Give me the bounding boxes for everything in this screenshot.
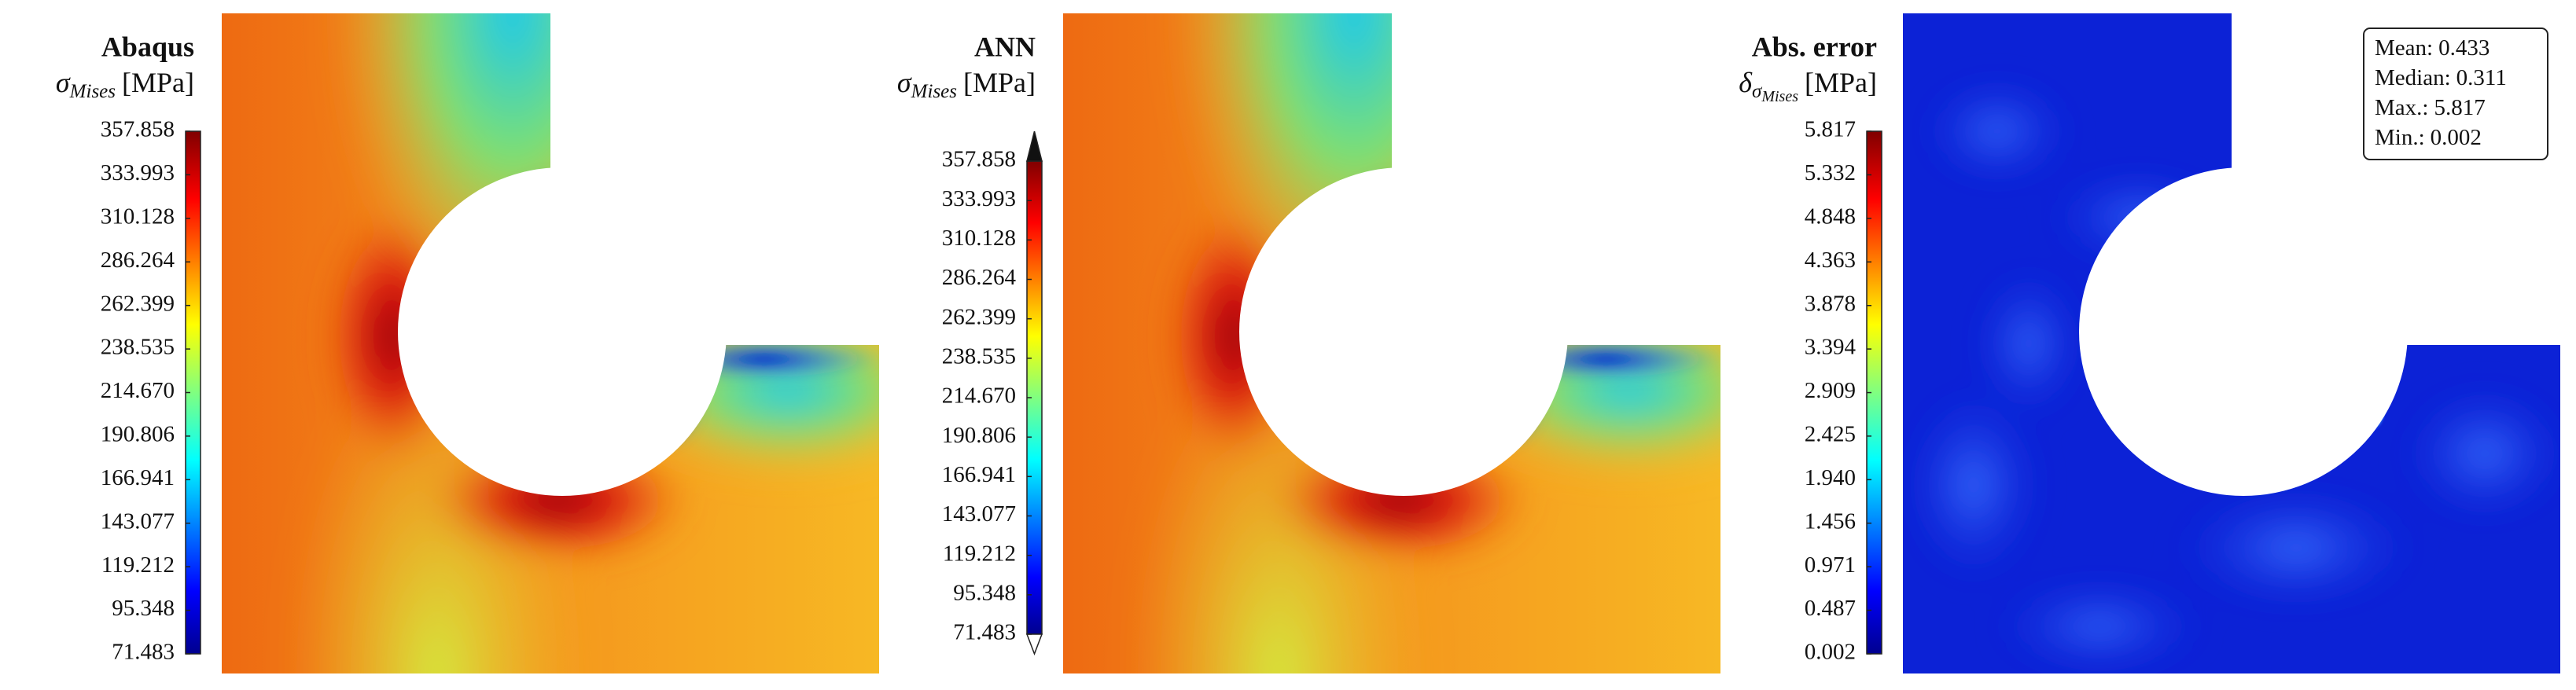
stat-value: 0.311 [2456,65,2507,90]
stat-label: Mean: [2375,35,2433,61]
subsubscript: Mises [1761,88,1798,105]
colorbar-tick-label: 333.993 [101,160,175,185]
colorbar-tick-label: 2.425 [1805,422,1856,447]
colorbar-tick-label: 95.348 [953,580,1016,605]
quantity-label: σMises [MPa] [897,67,1036,101]
stat-label: Median: [2375,65,2451,90]
colorbar-tick-label: 238.535 [101,335,175,360]
quantity-label: δσMises [MPa] [1739,67,1877,105]
unit: [MPa] [1805,67,1877,98]
stat-label: Max.: [2375,95,2428,120]
colorbar-tick-label: 2.909 [1805,378,1856,403]
colorbar-tick-label: 71.483 [953,620,1016,645]
colorbar-tick-label: 238.535 [942,343,1016,369]
panel-title: Abaqus [101,31,194,62]
colorbar-tick-label: 95.348 [112,596,175,621]
colorbar-tick-label: 310.128 [101,204,175,229]
colorbar-tick-label: 119.212 [101,552,175,578]
quantity-label: σMises [MPa] [56,67,194,101]
stat: Min.: 0.002 [2375,125,2482,150]
colorbar-tick-label: 262.399 [942,304,1016,329]
symbol: σ [897,67,912,98]
stat-value: 5.817 [2434,95,2485,120]
field-abaqus [222,0,969,690]
colorbar-tick-label: 0.002 [1805,640,1856,665]
colorbar-tick-label: 190.806 [942,423,1016,448]
colorbar-tick-label: 4.848 [1805,204,1856,229]
colorbar-tick-label: 143.077 [101,508,175,534]
colorbar-tick-label: 214.670 [101,378,175,403]
panel-title: ANN [974,31,1036,62]
field-ann [1063,0,1810,690]
colorbar-tick-label: 214.670 [942,384,1016,409]
subscript: Mises [911,81,957,102]
colorbar-tick-label: 166.941 [101,465,175,490]
symbol: δ [1739,67,1753,98]
colorbar-tick-label: 357.858 [101,117,175,142]
stat: Mean: 0.433 [2375,35,2490,61]
colorbar-tick-label: 5.817 [1805,117,1856,142]
colorbar-extend-top [1026,130,1043,162]
subscript: Mises [69,81,116,102]
colorbar-tick-label: 119.212 [943,541,1016,566]
stat-value: 0.433 [2438,35,2490,61]
unit: [MPa] [963,67,1036,98]
stat: Max.: 5.817 [2375,95,2486,120]
stat-value: 0.002 [2431,125,2482,150]
colorbar-tick-label: 5.332 [1805,160,1856,185]
unit: [MPa] [122,67,194,98]
symbol: σ [56,67,71,98]
colorbar-tick-label: 3.394 [1805,335,1857,360]
colorbar-tick-label: 310.128 [942,226,1016,251]
colorbar-tick-label: 166.941 [942,462,1016,487]
colorbar-tick-label: 4.363 [1805,248,1856,273]
subscript: σ [1752,81,1763,102]
colorbar-tick-label: 1.456 [1805,508,1856,534]
colorbar-tick-label: 262.399 [101,291,175,316]
colorbar-tick-label: 286.264 [101,248,175,273]
stat: Median: 0.311 [2375,65,2507,90]
colorbar-tick-label: 333.993 [942,186,1016,211]
colorbar-tick-label: 0.487 [1805,596,1856,621]
colorbar-tick-label: 71.483 [112,640,175,665]
colorbar-tick-label: 143.077 [942,501,1016,527]
stat-label: Min.: [2375,125,2425,150]
colorbar-tick-label: 3.878 [1805,291,1856,316]
colorbar-extend-bottom [1025,633,1043,656]
colorbar-tick-label: 1.940 [1805,465,1856,490]
colorbar-tick-label: 286.264 [942,265,1017,290]
stats-box [2363,28,2548,160]
colorbar-tick-label: 0.971 [1805,552,1856,578]
panel-title: Abs. error [1752,31,1877,62]
colorbar-tick-label: 190.806 [101,422,175,447]
colorbar-tick-label: 357.858 [942,147,1016,172]
